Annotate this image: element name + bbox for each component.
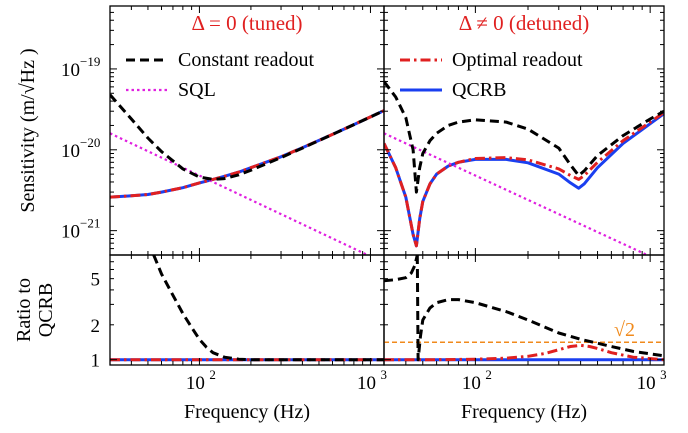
bottom-right-xlabel: Frequency (Hz) bbox=[461, 401, 587, 423]
series-constant-readout-ratio-tuned- bbox=[152, 255, 384, 362]
top-right-plot-area bbox=[384, 80, 664, 255]
top-left-title: Δ = 0 (tuned) bbox=[191, 11, 302, 35]
series-constant-readout-detuned- bbox=[384, 80, 664, 194]
x-tick-exponent: 2 bbox=[209, 367, 216, 382]
x-tick-exponent: 3 bbox=[380, 367, 387, 382]
top-right-title: Δ ≠ 0 (detuned) bbox=[459, 11, 590, 35]
top-ylabel: Sensitivity (m/√Hz ) bbox=[17, 48, 39, 212]
y-tick-exponent: −21 bbox=[80, 216, 100, 231]
plot-layer bbox=[109, 5, 665, 366]
bottom-right-plot-area bbox=[384, 255, 664, 362]
x-tick-label: 10 bbox=[637, 373, 656, 394]
series-qcrb bbox=[384, 112, 664, 248]
series-constant-readout bbox=[110, 93, 384, 181]
x-tick-label: 10 bbox=[186, 373, 205, 394]
series-optimal-readout-tuned- bbox=[110, 109, 384, 199]
bottom-ylabel-line2: QCRB bbox=[35, 283, 57, 337]
bottom-left-plot-area bbox=[110, 255, 384, 362]
x-tick-exponent: 2 bbox=[485, 367, 492, 382]
sqrt2-label: √2 bbox=[614, 319, 635, 341]
y-tick-label: 2 bbox=[91, 316, 101, 337]
legend-label: Constant readout bbox=[178, 49, 315, 71]
series-optimal-readout-ratio-detuned- bbox=[384, 343, 664, 362]
x-tick-exponent: 3 bbox=[660, 367, 667, 382]
series-sql bbox=[110, 132, 371, 255]
bottom-right-frame bbox=[383, 254, 665, 366]
y-tick-label: 10 bbox=[61, 141, 80, 162]
bottom-left-xlabel: Frequency (Hz) bbox=[184, 401, 310, 423]
legend-label: QCRB bbox=[452, 79, 506, 101]
x-tick-label: 10 bbox=[462, 373, 481, 394]
legend-label: Optimal readout bbox=[452, 49, 583, 71]
series-constant-readout-ratio-detuned-a bbox=[384, 255, 419, 283]
bottom-left-frame bbox=[109, 254, 385, 366]
y-tick-label: 5 bbox=[91, 270, 101, 291]
series-sql-detuned- bbox=[384, 132, 650, 255]
legend-label: SQL bbox=[178, 79, 216, 101]
y-tick-label: 10 bbox=[61, 222, 80, 243]
y-tick-exponent: −19 bbox=[80, 54, 100, 69]
top-right-frame bbox=[383, 5, 665, 256]
x-tick-label: 10 bbox=[357, 373, 376, 394]
series-constant-readout-ratio-detuned-b bbox=[415, 255, 664, 362]
bottom-ylabel-line1: Ratio to bbox=[13, 278, 35, 342]
series-optimal-readout bbox=[384, 111, 664, 248]
y-tick-label: 1 bbox=[91, 351, 101, 372]
top-left-plot-area bbox=[110, 93, 384, 255]
y-tick-label: 10 bbox=[61, 60, 80, 81]
y-tick-exponent: −20 bbox=[80, 135, 100, 150]
